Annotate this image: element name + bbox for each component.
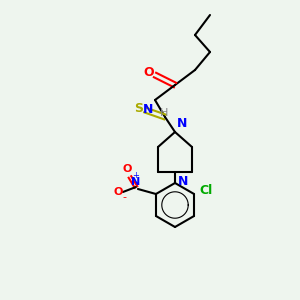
Text: O: O [113, 187, 123, 197]
Text: O: O [144, 67, 154, 80]
Text: O: O [122, 164, 132, 174]
Text: +: + [133, 171, 140, 180]
Text: N: N [131, 177, 141, 187]
Text: Cl: Cl [199, 184, 212, 197]
Text: N: N [142, 103, 153, 116]
Text: N: N [177, 117, 188, 130]
Text: N: N [178, 175, 188, 188]
Text: -: - [123, 192, 127, 202]
Text: S: S [134, 101, 143, 115]
Text: H: H [160, 108, 168, 118]
